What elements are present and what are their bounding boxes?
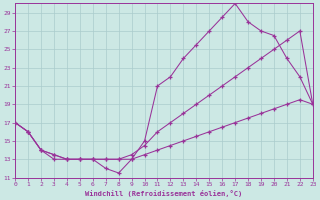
X-axis label: Windchill (Refroidissement éolien,°C): Windchill (Refroidissement éolien,°C): [85, 190, 243, 197]
